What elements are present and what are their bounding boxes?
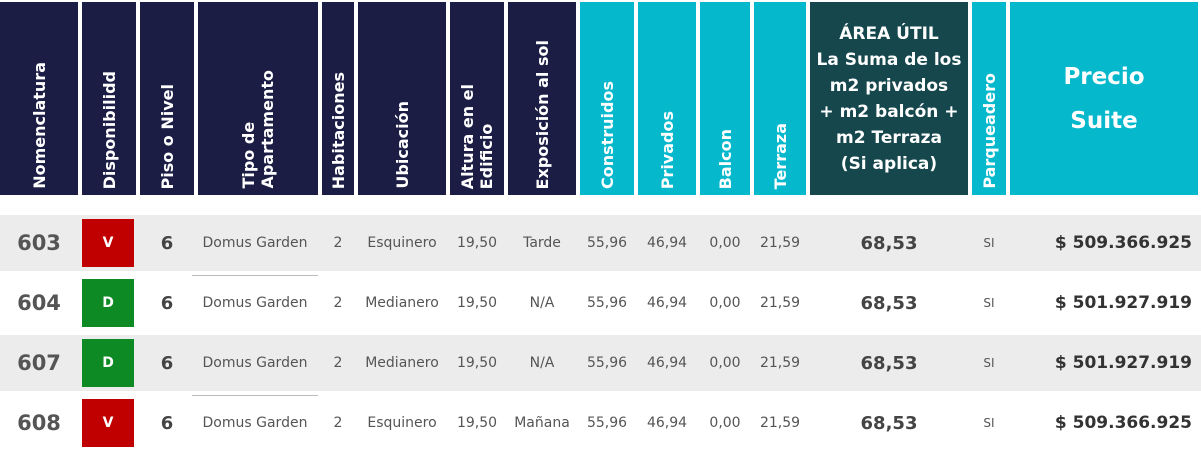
header-label: Exposición al sol xyxy=(532,39,552,189)
header-precio: Precio Suite xyxy=(1010,2,1198,195)
ubicacion-cell: Esquinero xyxy=(367,415,437,431)
habitaciones-cell: 2 xyxy=(333,355,343,371)
habitaciones-cell: 2 xyxy=(333,415,343,431)
piso-cell: 6 xyxy=(160,352,174,374)
nomenclatura-cell: 607 xyxy=(17,351,61,375)
area-util-cell: 68,53 xyxy=(860,352,918,374)
divider xyxy=(192,395,318,396)
header-tipo: Tipo de Apartamento xyxy=(198,2,318,195)
tipo-cell: Domus Garden xyxy=(202,415,308,431)
parqueadero-cell: SI xyxy=(983,356,995,370)
ubicacion-cell: Medianero xyxy=(365,295,439,311)
terraza-cell: 21,59 xyxy=(759,415,801,431)
altura-cell: 19,50 xyxy=(456,235,498,251)
header-label: Precio Suite xyxy=(1063,63,1145,134)
header-label: Parqueadero xyxy=(979,73,999,189)
area-util-cell: 68,53 xyxy=(860,292,918,314)
table-row[interactable]: 604 D 6 Domus Garden 2 Medianero 19,50 N… xyxy=(0,275,1201,331)
ubicacion-cell: Medianero xyxy=(365,355,439,371)
header-disponibilidad: Disponibilidd xyxy=(82,2,136,195)
construidos-cell: 55,96 xyxy=(586,355,628,371)
header-label: Piso o Nivel xyxy=(157,83,177,190)
privados-cell: 46,94 xyxy=(646,415,688,431)
header-balcon: Balcon xyxy=(700,2,750,195)
availability-badge: D xyxy=(82,339,134,387)
divider xyxy=(192,275,318,276)
precio-cell: $ 509.366.925 xyxy=(1054,413,1192,433)
piso-cell: 6 xyxy=(160,232,174,254)
header-label: Habitaciones xyxy=(328,71,348,189)
header-label: Privados xyxy=(657,110,677,189)
header-terraza: Terraza xyxy=(754,2,806,195)
header-label: Construidos xyxy=(597,80,617,189)
table-row[interactable]: 607 D 6 Domus Garden 2 Medianero 19,50 N… xyxy=(0,335,1201,391)
header-habitaciones: Habitaciones xyxy=(322,2,354,195)
table-row[interactable]: 603 V 6 Domus Garden 2 Esquinero 19,50 T… xyxy=(0,215,1201,271)
balcon-cell: 0,00 xyxy=(709,235,741,251)
construidos-cell: 55,96 xyxy=(586,235,628,251)
nomenclatura-cell: 608 xyxy=(17,411,61,435)
terraza-cell: 21,59 xyxy=(759,235,801,251)
balcon-cell: 0,00 xyxy=(709,355,741,371)
exposicion-cell: Tarde xyxy=(523,235,561,251)
availability-badge: V xyxy=(82,399,134,447)
parqueadero-cell: SI xyxy=(983,236,995,250)
header-label: Disponibilidd xyxy=(99,70,119,189)
precio-cell: $ 501.927.919 xyxy=(1054,293,1192,313)
balcon-cell: 0,00 xyxy=(709,295,741,311)
header-construidos: Construidos xyxy=(580,2,634,195)
nomenclatura-cell: 603 xyxy=(17,231,61,255)
header-label: Tipo de Apartamento xyxy=(239,70,277,189)
header-exposicion: Exposición al sol xyxy=(508,2,576,195)
privados-cell: 46,94 xyxy=(646,295,688,311)
tipo-cell: Domus Garden xyxy=(202,355,308,371)
altura-cell: 19,50 xyxy=(456,415,498,431)
balcon-cell: 0,00 xyxy=(709,415,741,431)
parqueadero-cell: SI xyxy=(983,296,995,310)
terraza-cell: 21,59 xyxy=(759,295,801,311)
header-label: ÁREA ÚTIL La Suma de los m2 privados + m… xyxy=(816,23,962,174)
header-altura: Altura en el Edificio xyxy=(450,2,504,195)
header-ubicacion: Ubicación xyxy=(358,2,446,195)
exposicion-cell: N/A xyxy=(529,295,555,311)
privados-cell: 46,94 xyxy=(646,235,688,251)
parqueadero-cell: SI xyxy=(983,416,995,430)
header-label: Altura en el Edificio xyxy=(458,83,496,189)
construidos-cell: 55,96 xyxy=(586,415,628,431)
tipo-cell: Domus Garden xyxy=(202,235,308,251)
habitaciones-cell: 2 xyxy=(333,235,343,251)
header-label: Balcon xyxy=(715,128,735,189)
header-area-util: ÁREA ÚTIL La Suma de los m2 privados + m… xyxy=(810,2,968,195)
exposicion-cell: Mañana xyxy=(514,415,570,431)
header-parqueadero: Parqueadero xyxy=(972,2,1006,195)
altura-cell: 19,50 xyxy=(456,295,498,311)
privados-cell: 46,94 xyxy=(646,355,688,371)
nomenclatura-cell: 604 xyxy=(17,291,61,315)
availability-badge: D xyxy=(82,279,134,327)
habitaciones-cell: 2 xyxy=(333,295,343,311)
header-label: Nomenclatura xyxy=(29,62,49,189)
area-util-cell: 68,53 xyxy=(860,232,918,254)
table-row[interactable]: 608 V 6 Domus Garden 2 Esquinero 19,50 M… xyxy=(0,395,1201,447)
availability-badge: V xyxy=(82,219,134,267)
ubicacion-cell: Esquinero xyxy=(367,235,437,251)
header-label: Terraza xyxy=(770,122,790,189)
precio-cell: $ 509.366.925 xyxy=(1054,233,1192,253)
piso-cell: 6 xyxy=(160,292,174,314)
tipo-cell: Domus Garden xyxy=(202,295,308,311)
exposicion-cell: N/A xyxy=(529,355,555,371)
piso-cell: 6 xyxy=(160,412,174,434)
altura-cell: 19,50 xyxy=(456,355,498,371)
header-privados: Privados xyxy=(638,2,696,195)
header-piso: Piso o Nivel xyxy=(140,2,194,195)
terraza-cell: 21,59 xyxy=(759,355,801,371)
construidos-cell: 55,96 xyxy=(586,295,628,311)
header-nomenclatura: Nomenclatura xyxy=(0,2,78,195)
precio-cell: $ 501.927.919 xyxy=(1054,353,1192,373)
area-util-cell: 68,53 xyxy=(860,412,918,434)
header-label: Ubicación xyxy=(392,101,412,189)
